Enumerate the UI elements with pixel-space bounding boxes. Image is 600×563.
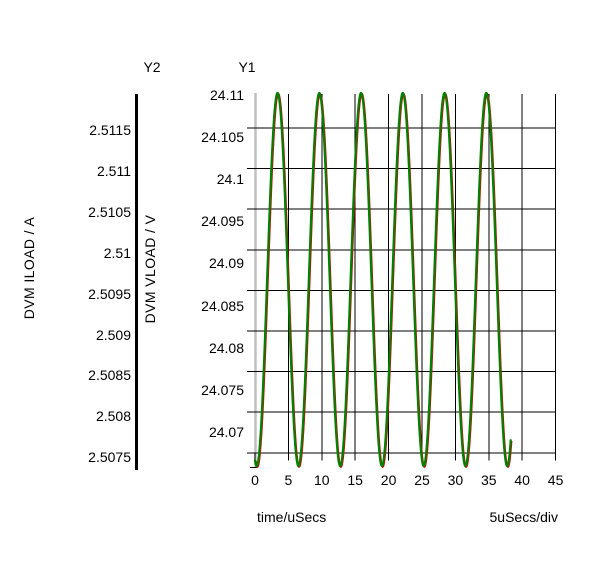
y2-tick-label: 2.5095 bbox=[88, 285, 131, 302]
y1-tick-label: 24.105 bbox=[201, 129, 244, 146]
y2-tick-label: 2.508 bbox=[95, 408, 131, 425]
y1-tick-label: 24.085 bbox=[201, 297, 244, 314]
y2-axis-title: DVM ILOAD / A bbox=[21, 216, 37, 320]
x-tick-label: 25 bbox=[414, 472, 430, 488]
x-tick-label: 40 bbox=[514, 472, 530, 488]
x-tick-label: 20 bbox=[380, 472, 397, 488]
y2-tick-label: 2.5105 bbox=[88, 203, 131, 220]
y1-tick-label: 24.09 bbox=[208, 255, 244, 272]
x-tick-label: 0 bbox=[251, 472, 259, 488]
y1-axis-title: DVM VLOAD / V bbox=[142, 214, 158, 324]
x-tick-label: 45 bbox=[547, 472, 564, 488]
x-div-label: 5uSecs/div bbox=[489, 509, 558, 525]
y2-axis-header: Y2 bbox=[143, 59, 161, 75]
x-tick-label: 30 bbox=[447, 472, 464, 488]
y1-axis-header: Y1 bbox=[238, 59, 256, 75]
y1-tick-label: 24.08 bbox=[208, 339, 244, 356]
y2-tick-label: 2.51 bbox=[103, 244, 131, 261]
y2-tick-label: 2.5075 bbox=[88, 449, 131, 466]
y2-tick-label: 2.5115 bbox=[89, 122, 131, 138]
x-tick-label: 5 bbox=[284, 472, 293, 488]
y1-tick-label: 24.075 bbox=[201, 381, 244, 398]
x-tick-label: 15 bbox=[347, 472, 363, 488]
y2-tick-label: 2.509 bbox=[95, 326, 131, 343]
x-axis-title: time/uSecs bbox=[257, 509, 327, 525]
y2-tick-label: 2.5085 bbox=[88, 367, 131, 384]
y1-tick-label: 24.095 bbox=[201, 213, 244, 230]
trace-vload bbox=[253, 91, 512, 468]
y1-tick-label: 24.07 bbox=[208, 423, 244, 440]
y2-tick-label: 2.511 bbox=[97, 162, 131, 179]
x-tick-label: 10 bbox=[314, 472, 330, 488]
y1-tick-label: 24.1 bbox=[216, 171, 244, 188]
x-tick-label: 35 bbox=[481, 472, 497, 488]
y1-tick-label: 24.11 bbox=[210, 87, 244, 103]
